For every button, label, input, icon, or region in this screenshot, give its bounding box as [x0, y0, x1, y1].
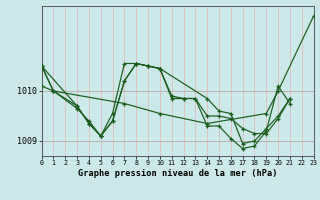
X-axis label: Graphe pression niveau de la mer (hPa): Graphe pression niveau de la mer (hPa) — [78, 169, 277, 178]
